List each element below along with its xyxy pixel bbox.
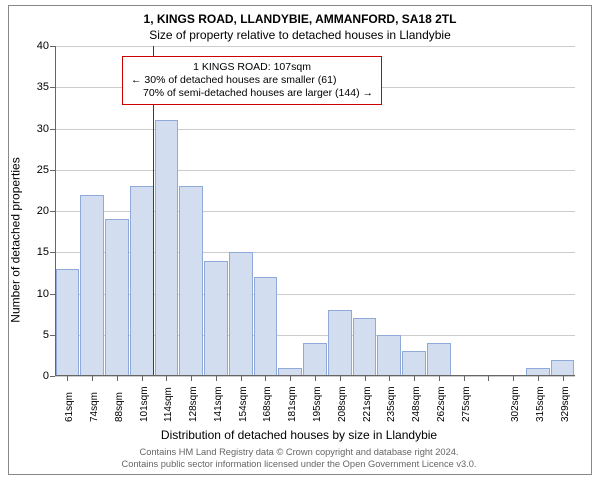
x-tick-label: 74sqm [89, 372, 100, 422]
y-tick-label: 25 [27, 164, 49, 176]
x-tick-label: 221sqm [362, 372, 373, 422]
y-axis-label: Number of detached properties [7, 6, 25, 474]
histogram-bar [204, 261, 228, 377]
chart-title-desc: Size of property relative to detached ho… [9, 28, 591, 42]
y-tick-label: 0 [27, 370, 49, 382]
histogram-bar [353, 318, 377, 376]
y-axis-label-text: Number of detached properties [9, 157, 23, 322]
y-tick-label: 35 [27, 81, 49, 93]
x-tick-label: 181sqm [287, 372, 298, 422]
x-tick-label: 168sqm [262, 372, 273, 422]
x-tick-label: 235sqm [386, 372, 397, 422]
annotation-line-larger: 70% of semi-detached houses are larger (… [131, 87, 373, 100]
chart-frame: 1, KINGS ROAD, LLANDYBIE, AMMANFORD, SA1… [8, 5, 592, 475]
x-tick-label: 195sqm [312, 372, 323, 422]
histogram-bar [130, 186, 154, 376]
histogram-bar [155, 120, 179, 376]
gridline [55, 46, 575, 47]
y-axis-line [55, 46, 56, 376]
histogram-bar [254, 277, 278, 376]
plot-inner: 051015202530354061sqm74sqm88sqm101sqm114… [55, 46, 575, 376]
x-tick-label: 114sqm [163, 372, 174, 422]
x-tick-label: 262sqm [436, 372, 447, 422]
histogram-bar [56, 269, 80, 376]
x-tick-label: 128sqm [188, 372, 199, 422]
x-tick-label: 302sqm [510, 372, 521, 422]
footer-line2: Contains public sector information licen… [121, 459, 476, 469]
y-tick-label: 5 [27, 329, 49, 341]
annotation-line-smaller: ← 30% of detached houses are smaller (61… [131, 74, 373, 87]
x-tick-label: 101sqm [139, 372, 150, 422]
histogram-bar [80, 195, 104, 377]
y-tick-label: 10 [27, 288, 49, 300]
histogram-bar [328, 310, 352, 376]
chart-footer: Contains HM Land Registry data © Crown c… [9, 446, 589, 470]
annotation-box: 1 KINGS ROAD: 107sqm← 30% of detached ho… [122, 56, 382, 105]
y-tick-label: 15 [27, 246, 49, 258]
gridline [55, 129, 575, 130]
chart-title-address: 1, KINGS ROAD, LLANDYBIE, AMMANFORD, SA1… [9, 12, 591, 26]
x-tick-label: 61sqm [64, 372, 75, 422]
y-tick-label: 40 [27, 40, 49, 52]
y-tick-label: 20 [27, 205, 49, 217]
annotation-line-title: 1 KINGS ROAD: 107sqm [131, 61, 373, 74]
y-tick-label: 30 [27, 123, 49, 135]
x-tick-label: 88sqm [114, 372, 125, 422]
x-tick-label: 141sqm [213, 372, 224, 422]
x-tick-label: 275sqm [461, 372, 472, 422]
histogram-bar [105, 219, 129, 376]
x-tick-label: 248sqm [411, 372, 422, 422]
histogram-bar [377, 335, 401, 376]
x-axis-label: Distribution of detached houses by size … [9, 428, 589, 442]
y-tick [50, 376, 55, 377]
x-axis-line [55, 375, 575, 376]
chart-plot-area: 051015202530354061sqm74sqm88sqm101sqm114… [55, 46, 575, 376]
x-tick-label: 315sqm [535, 372, 546, 422]
histogram-bar [229, 252, 253, 376]
x-tick-label: 208sqm [337, 372, 348, 422]
x-tick-label: 329sqm [560, 372, 571, 422]
gridline [55, 170, 575, 171]
x-tick-label: 154sqm [238, 372, 249, 422]
x-tick [488, 376, 489, 381]
histogram-bar [179, 186, 203, 376]
footer-line1: Contains HM Land Registry data © Crown c… [140, 447, 459, 457]
